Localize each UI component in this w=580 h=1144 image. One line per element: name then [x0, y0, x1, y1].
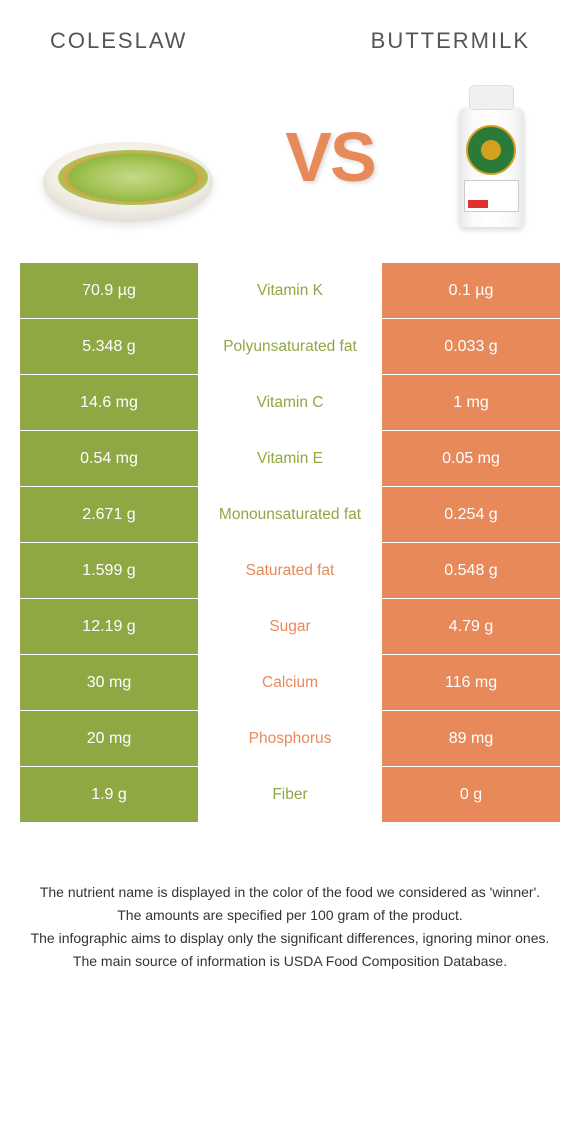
coleslaw-image: [38, 92, 218, 222]
vs-label: VS: [285, 117, 374, 197]
nutrient-label: Vitamin K: [198, 263, 382, 318]
buttermilk-image: [442, 82, 542, 232]
value-left: 14.6 mg: [20, 375, 198, 430]
value-right: 89 mg: [382, 711, 560, 766]
value-left: 12.19 g: [20, 599, 198, 654]
value-left: 5.348 g: [20, 319, 198, 374]
nutrient-label: Calcium: [198, 655, 382, 710]
table-row: 0.54 mgVitamin E0.05 mg: [20, 430, 560, 486]
value-left: 20 mg: [20, 711, 198, 766]
footer-line: The nutrient name is displayed in the co…: [30, 882, 550, 903]
value-left: 0.54 mg: [20, 431, 198, 486]
table-row: 14.6 mgVitamin C1 mg: [20, 374, 560, 430]
value-right: 4.79 g: [382, 599, 560, 654]
value-right: 116 mg: [382, 655, 560, 710]
table-row: 1.599 gSaturated fat0.548 g: [20, 542, 560, 598]
food-title-right: BUTTERMILK: [371, 28, 530, 54]
nutrient-label: Fiber: [198, 767, 382, 822]
footer-line: The amounts are specified per 100 gram o…: [30, 905, 550, 926]
table-row: 1.9 gFiber0 g: [20, 766, 560, 822]
footer-line: The infographic aims to display only the…: [30, 928, 550, 949]
header: COLESLAW BUTTERMILK: [20, 28, 560, 54]
nutrient-label: Phosphorus: [198, 711, 382, 766]
nutrient-label: Polyunsaturated fat: [198, 319, 382, 374]
value-left: 1.9 g: [20, 767, 198, 822]
nutrient-label: Sugar: [198, 599, 382, 654]
value-right: 0.1 µg: [382, 263, 560, 318]
value-right: 0.033 g: [382, 319, 560, 374]
value-left: 1.599 g: [20, 543, 198, 598]
table-row: 12.19 gSugar4.79 g: [20, 598, 560, 654]
nutrient-label: Saturated fat: [198, 543, 382, 598]
nutrient-table: 70.9 µgVitamin K0.1 µg5.348 gPolyunsatur…: [20, 262, 560, 822]
nutrient-label: Vitamin C: [198, 375, 382, 430]
table-row: 20 mgPhosphorus89 mg: [20, 710, 560, 766]
value-left: 70.9 µg: [20, 263, 198, 318]
table-row: 5.348 gPolyunsaturated fat0.033 g: [20, 318, 560, 374]
table-row: 30 mgCalcium116 mg: [20, 654, 560, 710]
value-right: 0 g: [382, 767, 560, 822]
hero-row: VS: [20, 82, 560, 232]
footer-notes: The nutrient name is displayed in the co…: [20, 882, 560, 972]
table-row: 2.671 gMonounsaturated fat0.254 g: [20, 486, 560, 542]
food-title-left: COLESLAW: [50, 28, 187, 54]
nutrient-label: Monounsaturated fat: [198, 487, 382, 542]
footer-line: The main source of information is USDA F…: [30, 951, 550, 972]
table-row: 70.9 µgVitamin K0.1 µg: [20, 262, 560, 318]
value-right: 0.254 g: [382, 487, 560, 542]
value-left: 30 mg: [20, 655, 198, 710]
value-left: 2.671 g: [20, 487, 198, 542]
value-right: 0.548 g: [382, 543, 560, 598]
value-right: 1 mg: [382, 375, 560, 430]
nutrient-label: Vitamin E: [198, 431, 382, 486]
value-right: 0.05 mg: [382, 431, 560, 486]
